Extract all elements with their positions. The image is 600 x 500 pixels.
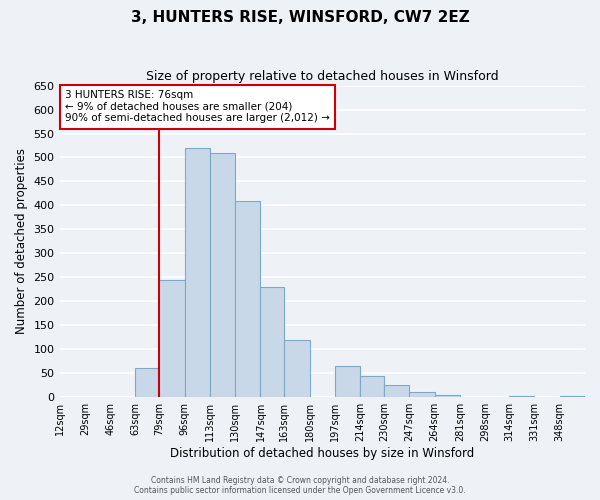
X-axis label: Distribution of detached houses by size in Winsford: Distribution of detached houses by size … xyxy=(170,447,475,460)
Bar xyxy=(560,396,585,397)
Bar xyxy=(409,392,434,397)
Bar xyxy=(235,200,260,397)
Bar xyxy=(509,396,535,397)
Title: Size of property relative to detached houses in Winsford: Size of property relative to detached ho… xyxy=(146,70,499,83)
Bar xyxy=(284,340,310,397)
Bar xyxy=(335,366,360,397)
Text: Contains HM Land Registry data © Crown copyright and database right 2024.
Contai: Contains HM Land Registry data © Crown c… xyxy=(134,476,466,495)
Bar xyxy=(360,376,384,397)
Bar xyxy=(159,280,185,397)
Bar xyxy=(185,148,210,397)
Bar xyxy=(210,152,235,397)
Bar xyxy=(260,287,284,397)
Text: 3 HUNTERS RISE: 76sqm
← 9% of detached houses are smaller (204)
90% of semi-deta: 3 HUNTERS RISE: 76sqm ← 9% of detached h… xyxy=(65,90,329,124)
Y-axis label: Number of detached properties: Number of detached properties xyxy=(15,148,28,334)
Bar xyxy=(384,385,409,397)
Bar xyxy=(434,395,460,397)
Text: 3, HUNTERS RISE, WINSFORD, CW7 2EZ: 3, HUNTERS RISE, WINSFORD, CW7 2EZ xyxy=(131,10,469,25)
Bar xyxy=(136,368,159,397)
